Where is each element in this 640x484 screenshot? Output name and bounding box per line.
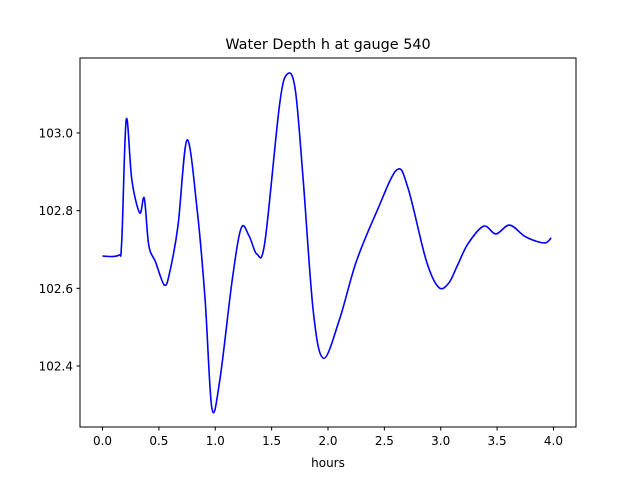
x-tick-label: 1.0 <box>206 434 225 448</box>
y-tick-label: 102.4 <box>39 360 73 374</box>
y-tick-label: 102.6 <box>39 282 73 296</box>
x-tick-label: 0.5 <box>149 434 168 448</box>
y-tick-label: 103.0 <box>39 126 73 140</box>
x-tick-label: 2.5 <box>375 434 394 448</box>
x-tick-label: 3.0 <box>431 434 450 448</box>
chart-title: Water Depth h at gauge 540 <box>225 37 430 53</box>
series-line-h <box>102 72 552 414</box>
x-tick-label: 3.5 <box>488 434 507 448</box>
x-tick-label: 2.0 <box>318 434 337 448</box>
x-axis-label: hours <box>311 456 345 470</box>
x-tick-label: 4.0 <box>544 434 563 448</box>
x-tick-label: 0.0 <box>93 434 112 448</box>
y-tick-label: 102.8 <box>39 204 73 218</box>
x-tick-label: 1.5 <box>262 434 281 448</box>
